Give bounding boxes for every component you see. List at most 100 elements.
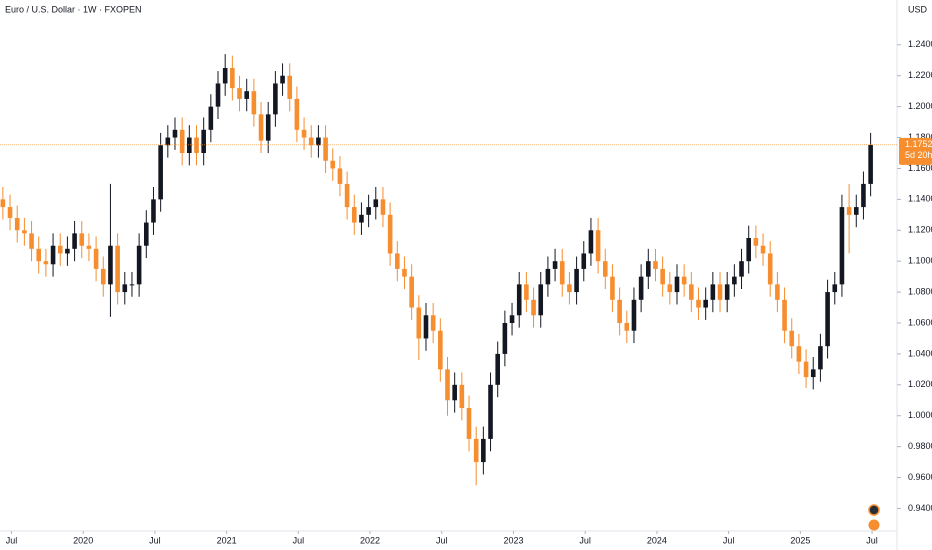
candle-body [57, 245, 63, 254]
x-tick-label: Jul [293, 535, 305, 545]
candle-body [445, 369, 450, 401]
candle-body [452, 384, 457, 401]
candle-body [14, 217, 20, 231]
candle-body [516, 284, 522, 316]
candle-body [789, 330, 795, 347]
candle-body [724, 284, 730, 300]
candle-body [230, 68, 235, 89]
candle-body [782, 299, 787, 331]
candle-body [380, 199, 386, 215]
candle-body [423, 315, 429, 339]
candle-body [746, 238, 752, 262]
x-tick-label: 2020 [73, 535, 93, 545]
candle-body [366, 207, 371, 215]
candle-body [710, 284, 716, 300]
x-tick-label: Jul [866, 535, 878, 545]
candle-body [208, 106, 214, 130]
candle-body [323, 137, 328, 161]
candle-body [703, 299, 708, 308]
y-tick-label: 1.12000 [908, 225, 932, 235]
x-tick-label: Jul [149, 535, 161, 545]
candle-body [122, 284, 128, 293]
last-price-label: 1.17528 [905, 139, 932, 149]
candle-body [552, 261, 558, 269]
candle-body [559, 261, 565, 285]
candle-body [760, 245, 766, 254]
candle-body [100, 268, 106, 285]
currency-label: USD [908, 4, 928, 14]
candle-body [595, 230, 601, 262]
y-tick-label: 0.94000 [908, 503, 932, 513]
candle-body [846, 207, 852, 215]
y-tick-label: 1.00000 [908, 410, 932, 420]
candle-body [0, 199, 6, 208]
candle-body [194, 137, 199, 153]
candle-body [610, 276, 615, 300]
y-tick-label: 1.16000 [908, 163, 932, 173]
candle-body [65, 248, 70, 254]
x-tick-label: 2023 [503, 535, 523, 545]
flag-icon[interactable] [868, 504, 880, 516]
candle-body [538, 284, 544, 316]
x-tick-label: 2025 [790, 535, 810, 545]
x-tick-label: Jul [579, 535, 591, 545]
candle-body [832, 284, 838, 293]
y-tick-label: 1.20000 [908, 101, 932, 111]
candle-body [646, 261, 651, 277]
candle-body [466, 408, 472, 439]
candle-body [660, 268, 665, 285]
event-icon[interactable] [868, 519, 880, 531]
candle-body [689, 284, 694, 300]
candle-body [294, 98, 300, 130]
candle-body [273, 83, 278, 115]
y-tick-label: 1.02000 [908, 379, 932, 389]
candle-body [868, 144, 873, 184]
x-tick-label: 2022 [360, 535, 380, 545]
candle-body [767, 253, 773, 285]
candle-body [344, 183, 350, 208]
candle-body [509, 315, 515, 323]
candle-body [187, 137, 192, 153]
candle-body [581, 253, 587, 269]
candle-body [775, 284, 780, 300]
candle-body [696, 299, 701, 308]
candle-body [796, 346, 802, 362]
candle-body [136, 245, 142, 285]
x-tick-label: 2021 [217, 535, 237, 545]
candle-body [337, 168, 343, 184]
candle-body [502, 323, 508, 354]
chart-title: Euro / U.S. Dollar · 1W · FXOPEN [5, 4, 142, 14]
candle-body [853, 207, 859, 215]
candle-body [287, 75, 293, 99]
candle-body [330, 160, 336, 169]
candle-body [574, 268, 579, 293]
candle-body [265, 114, 271, 141]
candle-body [201, 129, 206, 153]
candle-body [158, 145, 163, 200]
candle-body [93, 248, 99, 269]
countdown-label: 5d 20h [905, 150, 932, 160]
candle-body [674, 276, 680, 293]
candle-body [624, 323, 630, 331]
candle-body [803, 361, 809, 378]
candle-body [681, 276, 687, 285]
y-tick-label: 1.04000 [908, 348, 932, 358]
candle-body [251, 91, 257, 115]
candle-body [488, 384, 493, 439]
candle-body [244, 91, 249, 99]
candle-body [861, 183, 866, 208]
candle-body [50, 245, 56, 265]
candle-body [602, 261, 608, 277]
candle-body [753, 238, 759, 246]
candle-body [129, 284, 135, 286]
candle-body [653, 261, 658, 269]
candle-body [165, 137, 171, 146]
candle-body [394, 253, 400, 269]
y-tick-label: 1.08000 [908, 286, 932, 296]
candle-body [739, 261, 744, 277]
y-tick-label: 1.14000 [908, 194, 932, 204]
candle-body [215, 83, 221, 107]
